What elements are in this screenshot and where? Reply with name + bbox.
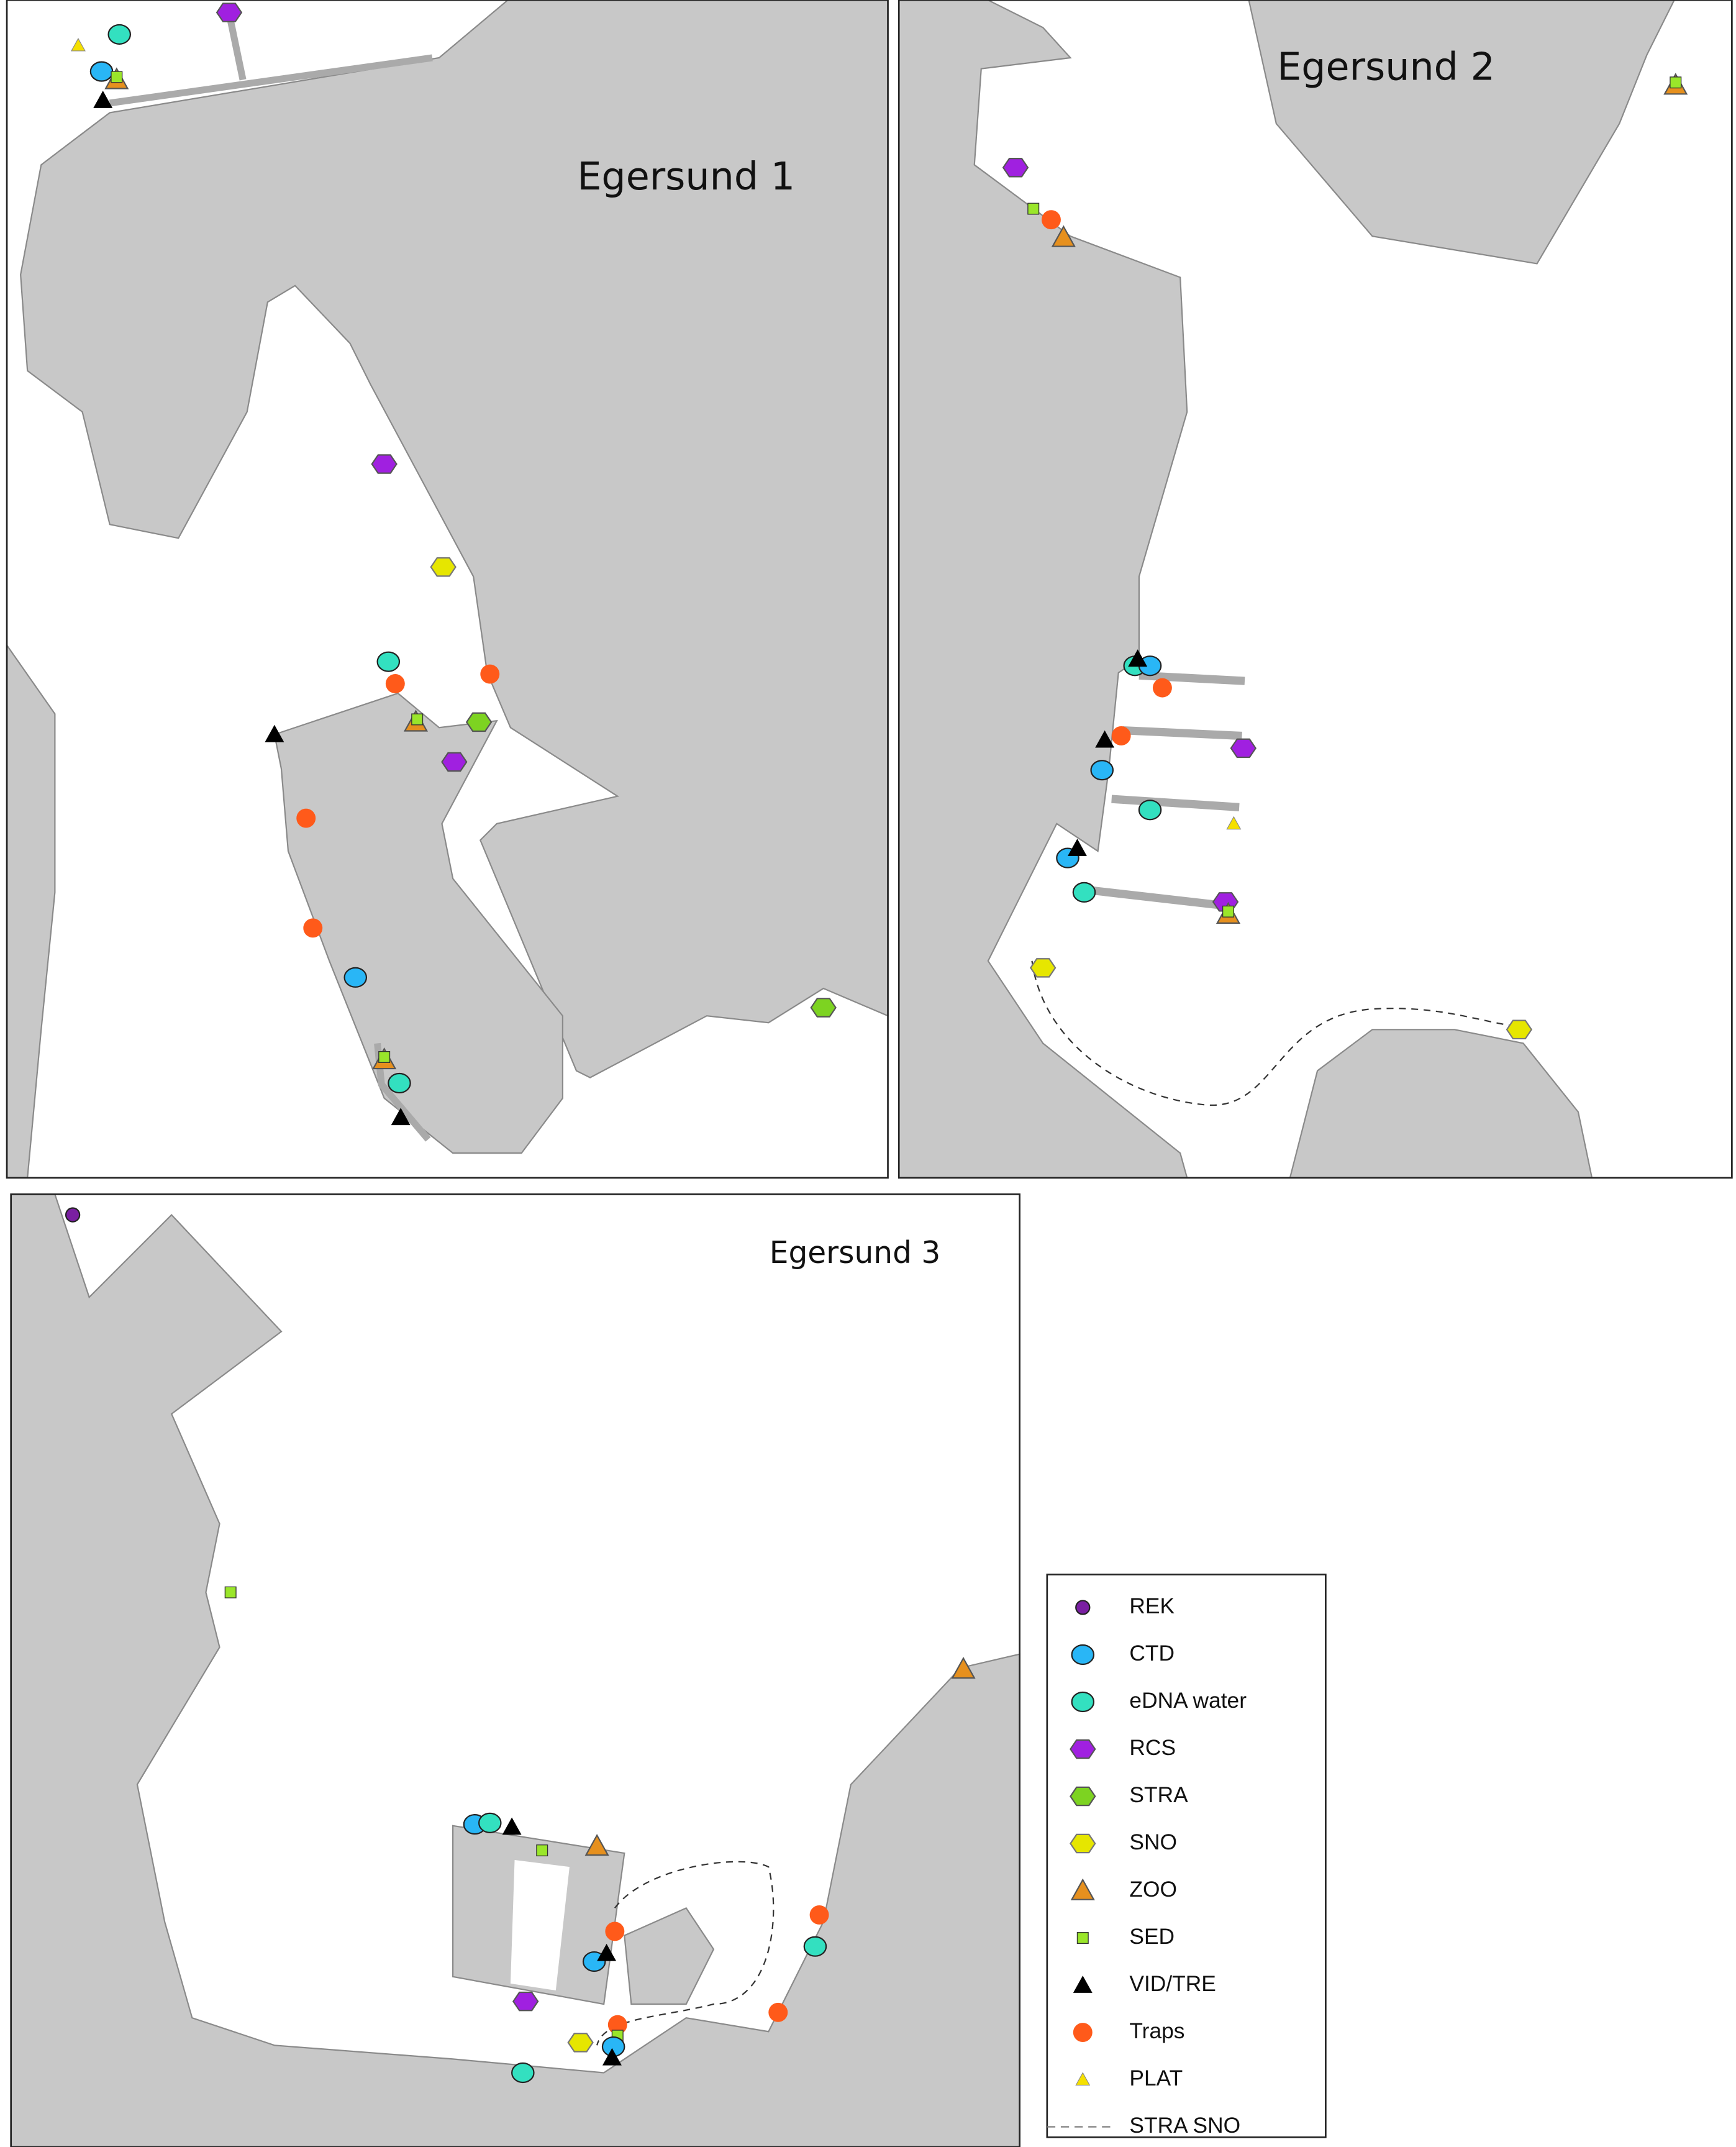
trap-marker [296, 808, 316, 828]
legend-label: STRA [1129, 1783, 1188, 1807]
edna-marker [478, 1812, 502, 1833]
sed-marker [536, 1844, 548, 1857]
vid-marker [1128, 649, 1148, 667]
legend-label: SED [1129, 1925, 1175, 1949]
edna-marker [376, 651, 401, 672]
markers [65, 2, 1688, 2084]
sno-marker [1029, 958, 1057, 978]
rcs-marker [441, 752, 468, 772]
edna-marker [1072, 882, 1096, 903]
legend: REK CTD eDNA water RCS STRA SNO ZOO SED VID/TRE T… [1046, 1574, 1327, 2138]
panel-title: Egersund 3 [770, 1236, 941, 1270]
vid-marker [1095, 730, 1115, 748]
legend-label: VID/TRE [1129, 1972, 1216, 1996]
edna-marker [511, 2062, 535, 2084]
legend-label: REK [1129, 1594, 1175, 1618]
vid-marker [265, 724, 284, 742]
ctd-marker [1090, 760, 1114, 781]
plat-marker [1075, 2072, 1091, 2085]
vid-marker [93, 91, 113, 108]
trap-marker [1073, 2023, 1093, 2043]
panel-1: Egersund 1 [6, 0, 889, 1179]
trap-marker [809, 1905, 829, 1925]
edna-marker [1071, 1691, 1095, 1713]
vid-marker [1073, 1976, 1093, 1993]
sed-marker [1027, 203, 1040, 215]
rcs-marker [1230, 738, 1257, 759]
sno-marker [1070, 1833, 1096, 1854]
trap-marker [1152, 678, 1172, 698]
rcs-marker [1070, 1739, 1096, 1759]
zoo-marker [1051, 225, 1076, 247]
vid-marker [1067, 839, 1087, 857]
zoo-marker [1070, 1878, 1095, 1900]
plat-marker [70, 37, 86, 52]
legend-label: RCS [1129, 1736, 1176, 1760]
ctd-marker [343, 967, 368, 988]
sed-marker [1222, 905, 1234, 918]
edna-marker [107, 24, 132, 45]
sno-marker [1506, 1019, 1533, 1040]
vid-marker [391, 1108, 411, 1126]
zoo-marker [951, 1656, 976, 1679]
ctd-marker [1071, 1644, 1095, 1666]
rek-marker [1075, 1600, 1091, 1615]
legend-label: Traps [1129, 2019, 1184, 2043]
ctd-marker [89, 61, 114, 82]
edna-marker [388, 1072, 411, 1094]
vid-marker [597, 1943, 617, 1961]
sno-marker [567, 2033, 594, 2053]
panel-3: Egersund 3 [10, 1193, 1020, 2147]
legend-label: ZOO [1129, 1877, 1177, 1902]
plat-marker [1226, 816, 1242, 830]
legend-label: PLAT [1129, 2066, 1183, 2090]
rcs-marker [216, 2, 243, 22]
panel-2: Egersund 2 [898, 0, 1733, 1179]
legend-label: CTD [1129, 1641, 1175, 1666]
stra-marker [465, 712, 493, 732]
zoo-marker [584, 1833, 609, 1856]
sed-marker [378, 1051, 391, 1063]
panel-title: Egersund 1 [577, 154, 795, 199]
rcs-marker [512, 1991, 539, 2012]
trap-marker [385, 674, 405, 693]
trap-marker [605, 1921, 625, 1941]
stra-marker [810, 998, 837, 1018]
trap-marker [1042, 210, 1061, 230]
sed-marker [111, 71, 123, 83]
rek-marker [65, 1207, 81, 1223]
panel-title: Egersund 2 [1277, 44, 1495, 89]
sed-marker [224, 1586, 237, 1598]
trap-marker [480, 664, 500, 684]
trap-marker [607, 2015, 627, 2035]
stra-marker [1070, 1786, 1096, 1807]
legend-label: SNO [1129, 1830, 1177, 1854]
legend-label: STRA SNO [1129, 2113, 1240, 2138]
sed-marker [1076, 1932, 1089, 1944]
trap-marker [768, 2002, 788, 2022]
sno-marker [430, 557, 457, 577]
edna-marker [803, 1936, 827, 1957]
edna-marker [1138, 800, 1162, 821]
sed-marker [1670, 76, 1682, 89]
sed-marker [411, 713, 424, 726]
rcs-marker [371, 454, 398, 474]
rcs-marker [1002, 157, 1029, 178]
trap-marker [303, 918, 323, 938]
trap-marker [1111, 726, 1131, 745]
vid-marker [502, 1817, 522, 1835]
legend-label: eDNA water [1129, 1689, 1247, 1713]
vid-marker [602, 2048, 622, 2066]
